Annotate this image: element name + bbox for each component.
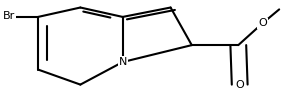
- Text: N: N: [118, 57, 127, 67]
- Text: O: O: [258, 19, 267, 28]
- Text: O: O: [235, 80, 244, 90]
- Text: Br: Br: [3, 11, 16, 21]
